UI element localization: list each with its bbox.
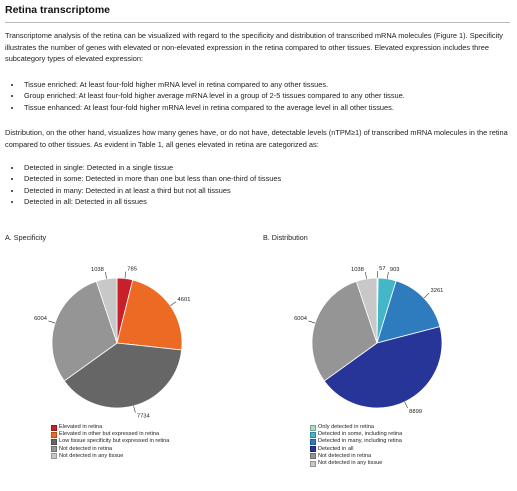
legend-item: Not detected in any tissue bbox=[51, 453, 169, 460]
pie-leader-line bbox=[386, 271, 389, 279]
chart-b-title: B. Distribution bbox=[263, 233, 308, 242]
specificity-legend: Elevated in retina Elevated in other but … bbox=[51, 424, 169, 460]
distribution-bullet: Detected in all: Detected in all tissues bbox=[22, 196, 512, 207]
page-title: Retina transcriptome bbox=[5, 4, 510, 23]
legend-label: Not detected in any tissue bbox=[318, 459, 383, 466]
legend-swatch bbox=[310, 424, 316, 431]
intro-paragraph-1-text: Transcriptome analysis of the retina can… bbox=[5, 31, 503, 64]
specificity-bullet: Tissue enriched: At least four-fold high… bbox=[22, 79, 512, 90]
pie-value-label: 6004 bbox=[34, 316, 48, 322]
pie-leader-line bbox=[423, 292, 430, 299]
pie-leader-line bbox=[133, 405, 136, 413]
pie-leader-line bbox=[48, 320, 56, 324]
legend-label: Detected in all bbox=[318, 445, 354, 452]
legend-swatch bbox=[51, 453, 57, 460]
pie-slice bbox=[311, 280, 378, 382]
legend-item: Not detected in retina bbox=[310, 453, 402, 460]
legend-swatch bbox=[51, 438, 57, 445]
legend-swatch bbox=[310, 446, 316, 453]
pie-leader-line bbox=[170, 301, 177, 307]
pie-value-label: 785 bbox=[127, 267, 137, 273]
legend-item: Detected in many, including retina bbox=[310, 438, 402, 445]
legend-label: Not detected in any tissue bbox=[59, 452, 124, 459]
legend-label: Elevated in retina bbox=[59, 424, 103, 430]
pie-value-label: 903 bbox=[390, 267, 400, 273]
pie-leader-line bbox=[365, 271, 367, 279]
pie-value-label: 6004 bbox=[294, 316, 308, 322]
intro-paragraph-1: Transcriptome analysis of the retina can… bbox=[5, 30, 510, 65]
distribution-legend: Only detected in retina Detected in some,… bbox=[310, 424, 402, 467]
legend-swatch bbox=[310, 431, 316, 438]
legend-swatch bbox=[51, 424, 57, 431]
pie-value-label: 7734 bbox=[137, 414, 151, 420]
intro-paragraph-2-text: Distribution, on the other hand, visuali… bbox=[5, 128, 508, 149]
specificity-bullet: Group enriched: At least four-fold highe… bbox=[22, 90, 512, 101]
legend-swatch bbox=[51, 446, 57, 453]
pie-value-label: 8899 bbox=[409, 409, 422, 415]
pie-value-label: 1038 bbox=[351, 267, 364, 273]
intro-paragraph-2: Distribution, on the other hand, visuali… bbox=[5, 127, 510, 150]
legend-label: Detected in some, including retina bbox=[318, 431, 403, 438]
chart-a-title: A. Specificity bbox=[5, 233, 47, 242]
legend-label: Detected in many, including retina bbox=[318, 438, 402, 445]
distribution-bullet-list: Detected in single: Detected in a single… bbox=[12, 162, 512, 208]
legend-item: Elevated in retina bbox=[51, 424, 169, 431]
distribution-bullet: Detected in some: Detected in more than … bbox=[22, 173, 512, 184]
legend-item: Not detected in retina bbox=[51, 446, 169, 453]
legend-label: Low tissue specificity but expressed in … bbox=[59, 438, 170, 445]
legend-swatch bbox=[310, 453, 316, 460]
legend-swatch bbox=[310, 438, 316, 445]
legend-label: Elevated in other but expressed in retin… bbox=[59, 431, 160, 438]
pie-leader-line bbox=[404, 401, 408, 409]
pie-leader-line bbox=[308, 320, 316, 324]
legend-item: Elevated in other but expressed in retin… bbox=[51, 431, 169, 438]
pie-value-label: 4601 bbox=[178, 297, 191, 303]
distribution-bullet: Detected in many: Detected in at least a… bbox=[22, 185, 512, 196]
legend-item: Detected in all bbox=[310, 446, 402, 453]
specificity-bullet: Tissue enhanced: At least four-fold high… bbox=[22, 102, 512, 113]
pie-value-label: 1038 bbox=[91, 267, 104, 273]
legend-item: Only detected in retina bbox=[310, 424, 402, 431]
pie-value-label: 57 bbox=[379, 266, 385, 272]
legend-item: Low tissue specificity but expressed in … bbox=[51, 438, 169, 445]
pie-slice bbox=[323, 326, 443, 409]
legend-label: Not detected in retina bbox=[318, 452, 372, 459]
pie-leader-line bbox=[124, 271, 127, 279]
specificity-bullet-list: Tissue enriched: At least four-fold high… bbox=[12, 79, 512, 113]
pie-slice bbox=[51, 280, 118, 382]
legend-label: Only detected in retina bbox=[318, 424, 374, 430]
legend-label: Not detected in retina bbox=[59, 445, 113, 452]
distribution-bullet: Detected in single: Detected in a single… bbox=[22, 162, 512, 173]
pie-leader-line bbox=[105, 271, 107, 279]
legend-swatch bbox=[51, 431, 57, 438]
legend-item: Not detected in any tissue bbox=[310, 460, 402, 467]
legend-swatch bbox=[310, 460, 316, 467]
legend-item: Detected in some, including retina bbox=[310, 431, 402, 438]
pie-value-label: 3261 bbox=[431, 288, 444, 294]
